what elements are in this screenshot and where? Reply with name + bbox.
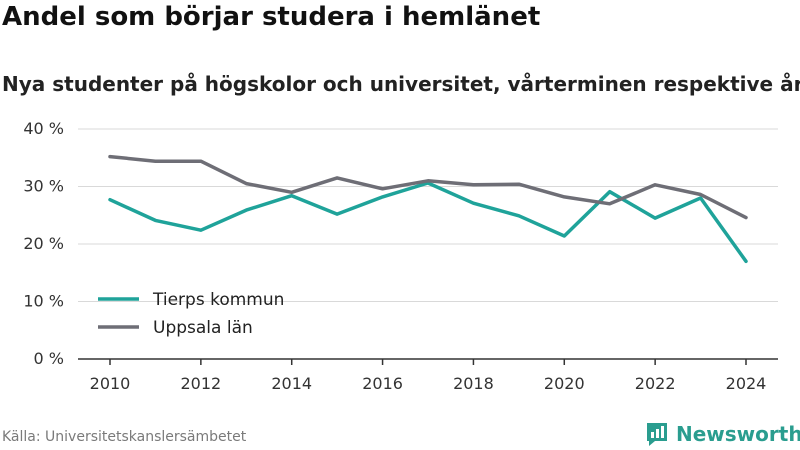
series-line-tierps-kommun — [108, 181, 748, 264]
x-axis — [78, 358, 778, 365]
x-tick-label: 2024 — [726, 374, 767, 393]
x-tick-label: 2022 — [635, 374, 676, 393]
x-tick-label: 2020 — [544, 374, 585, 393]
x-tick-label: 2016 — [362, 374, 403, 393]
legend-label: Uppsala län — [153, 318, 253, 338]
legend: Tierps kommun Uppsala län — [98, 290, 284, 338]
y-tick-label: 0 % — [34, 349, 64, 368]
newsworthy-logo[interactable]: Newsworthy — [645, 420, 800, 448]
gridlines — [78, 128, 778, 302]
x-tick-label: 2018 — [453, 374, 494, 393]
series-lines — [108, 154, 748, 264]
legend-label: Tierps kommun — [152, 290, 284, 310]
brand-name: Newsworthy — [676, 422, 800, 446]
y-tick-label: 20 % — [23, 234, 64, 253]
x-tick-label: 2010 — [90, 374, 131, 393]
chart-title: Andel som börjar studera i hemlänet — [2, 2, 541, 32]
y-tick-label: 30 % — [23, 177, 64, 196]
line-chart: 0 % 10 % 20 % 30 % 40 % 2010 2012 2014 2016 2018… — [23, 119, 778, 393]
source-note: Källa: Universitetskanslersämbetet — [2, 429, 247, 445]
chart-subtitle: Nya studenter på högskolor och universit… — [2, 72, 800, 96]
x-tick-label: 2012 — [180, 374, 221, 393]
y-axis-tick-labels: 0 % 10 % 20 % 30 % 40 % — [23, 119, 64, 368]
y-tick-label: 10 % — [23, 292, 64, 311]
series-line-uppsala-lan — [108, 154, 748, 220]
y-tick-label: 40 % — [23, 119, 64, 138]
chart-bubble-icon — [647, 423, 667, 446]
x-tick-label: 2014 — [271, 374, 312, 393]
x-axis-tick-labels: 2010 2012 2014 2016 2018 2020 2022 2024 — [90, 374, 767, 393]
